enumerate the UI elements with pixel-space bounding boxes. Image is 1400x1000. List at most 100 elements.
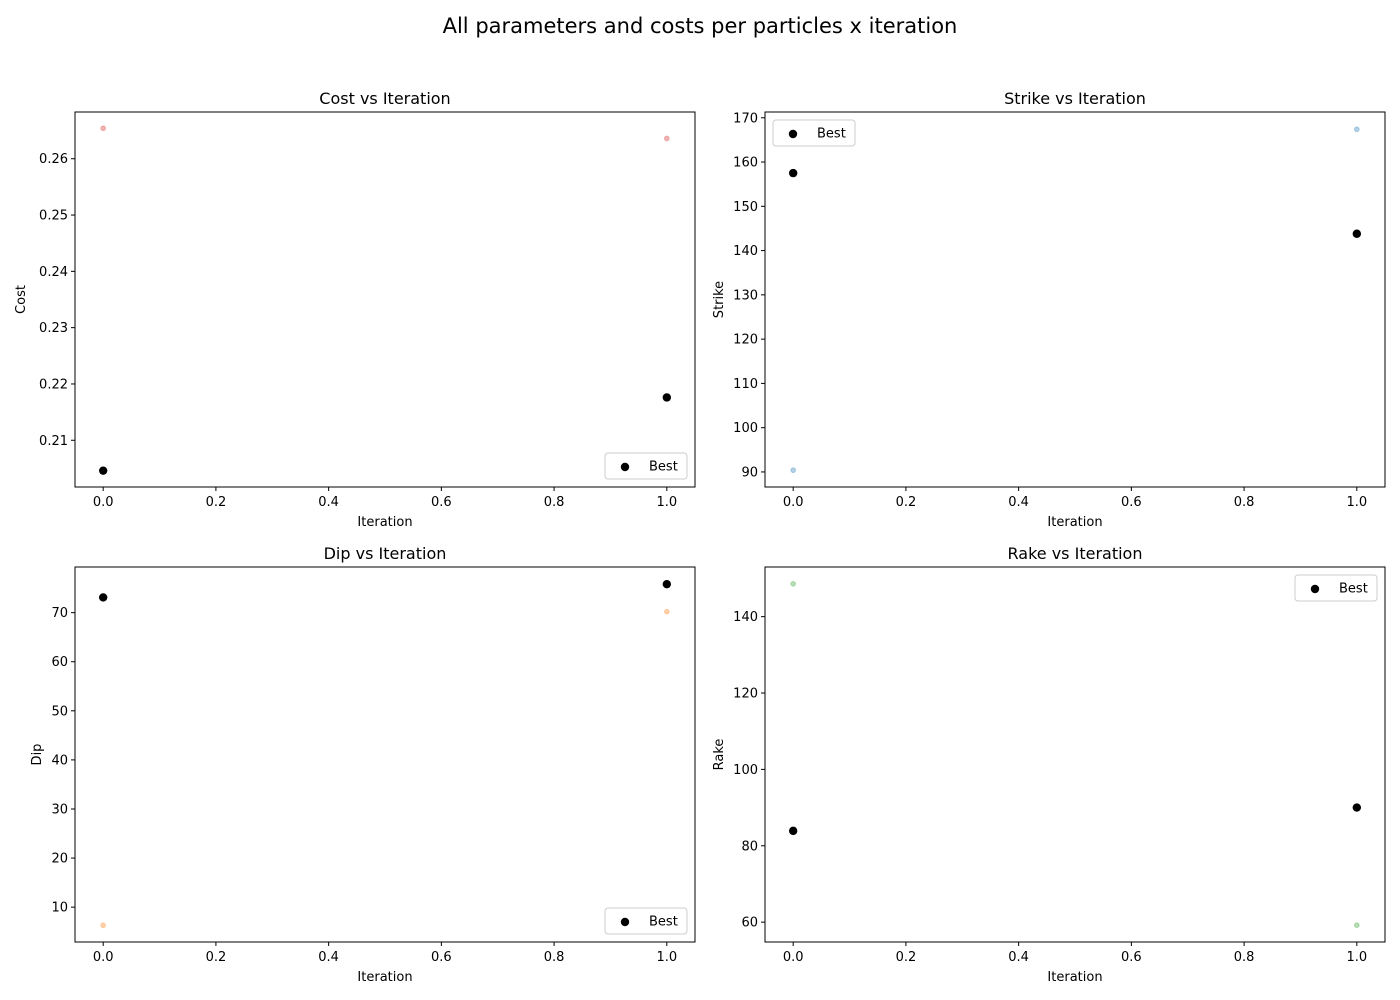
x-tick-label: 0.4 <box>318 950 339 965</box>
y-tick-label: 120 <box>733 333 758 348</box>
best-point <box>98 593 108 602</box>
best-point <box>1352 229 1362 238</box>
x-tick-label: 0.0 <box>93 495 114 510</box>
legend-marker <box>788 129 798 139</box>
legend-marker <box>1310 584 1320 594</box>
legend-box <box>1294 574 1378 602</box>
best-point <box>1352 803 1362 812</box>
y-tick-label: 140 <box>733 610 758 625</box>
x-tick-label: 0.8 <box>1234 495 1255 510</box>
y-tick-label: 10 <box>51 901 68 916</box>
particle-point <box>790 581 796 587</box>
figure-title: All parameters and costs per particles x… <box>442 14 958 38</box>
x-tick-label: 0.6 <box>431 495 452 510</box>
y-axis-label: Dip <box>30 744 45 766</box>
legend-marker <box>620 917 630 927</box>
y-tick-label: 100 <box>733 763 758 778</box>
x-tick-label: 0.2 <box>896 950 917 965</box>
subplot-title: Strike vs Iteration <box>1004 89 1146 108</box>
legend-box <box>772 119 856 147</box>
y-tick-label: 60 <box>51 655 68 670</box>
x-tick-label: 1.0 <box>1346 950 1367 965</box>
y-tick-label: 160 <box>733 156 758 171</box>
y-tick-label: 20 <box>51 852 68 867</box>
y-tick-label: 50 <box>51 704 68 719</box>
y-tick-label: 30 <box>51 802 68 817</box>
x-tick-label: 0.2 <box>206 950 227 965</box>
y-tick-label: 70 <box>51 606 68 621</box>
subplot-dip: Dip vs Iteration 0.0 0.2 0.4 0.6 0.8 1.0 10 20 30… <box>30 544 696 985</box>
x-tick-label: 0.2 <box>896 495 917 510</box>
x-tick-label: 0.4 <box>1008 950 1029 965</box>
y-tick-label: 60 <box>741 916 758 931</box>
legend: Best <box>772 119 856 147</box>
y-tick-label: 0.21 <box>39 434 68 449</box>
y-tick-label: 90 <box>741 465 758 480</box>
y-tick-label: 170 <box>733 111 758 126</box>
subplot-cost: Cost vs Iteration 0.0 0.2 0.4 0.6 0.8 1.0 0.21 0… <box>14 89 696 530</box>
x-tick-label: 0.2 <box>206 495 227 510</box>
particle-point <box>1354 922 1360 928</box>
x-tick-label: 1.0 <box>656 495 677 510</box>
x-axis-label: Iteration <box>357 970 412 985</box>
x-tick-label: 0.0 <box>783 950 804 965</box>
subplot-title: Rake vs Iteration <box>1008 544 1143 563</box>
legend-label: Best <box>649 915 678 930</box>
x-axis-label: Iteration <box>357 515 412 530</box>
y-tick-label: 130 <box>733 288 758 303</box>
y-tick-label: 0.25 <box>39 209 68 224</box>
particle-point <box>790 467 796 473</box>
y-tick-label: 0.23 <box>39 321 68 336</box>
best-point <box>98 466 108 475</box>
x-tick-label: 0.8 <box>544 495 565 510</box>
particle-point <box>100 922 106 929</box>
y-axis-label: Cost <box>14 285 29 314</box>
x-axis-label: Iteration <box>1047 970 1102 985</box>
legend-box <box>604 907 688 935</box>
legend-label: Best <box>1339 582 1368 597</box>
x-tick-label: 0.4 <box>1008 495 1029 510</box>
x-tick-label: 1.0 <box>656 950 677 965</box>
y-tick-label: 0.26 <box>39 152 68 167</box>
particle-point <box>664 608 670 615</box>
y-tick-label: 0.24 <box>39 265 68 280</box>
y-tick-label: 100 <box>733 421 758 436</box>
y-tick-label: 140 <box>733 244 758 259</box>
x-tick-label: 0.8 <box>544 950 565 965</box>
legend-label: Best <box>817 127 846 142</box>
subplot-title: Dip vs Iteration <box>324 544 447 563</box>
x-tick-label: 0.6 <box>1121 950 1142 965</box>
y-tick-label: 40 <box>51 753 68 768</box>
legend: Best <box>1294 574 1378 602</box>
best-point <box>788 826 798 836</box>
x-axis-label: Iteration <box>1047 515 1102 530</box>
x-tick-label: 0.0 <box>93 950 114 965</box>
y-tick-label: 150 <box>733 200 758 215</box>
x-tick-label: 0.4 <box>318 495 339 510</box>
best-point <box>662 579 672 589</box>
x-tick-label: 1.0 <box>1346 495 1367 510</box>
axes-frame <box>74 566 696 943</box>
legend-box <box>604 452 688 480</box>
y-axis-label: Strike <box>712 281 727 318</box>
best-point <box>788 168 798 178</box>
particle-point <box>664 135 670 142</box>
axes-frame <box>74 111 696 488</box>
y-tick-label: 0.22 <box>39 377 68 392</box>
x-tick-label: 0.6 <box>431 950 452 965</box>
subplot-rake: Rake vs Iteration 0.0 0.2 0.4 0.6 0.8 1.0 60 80 1… <box>712 544 1386 985</box>
legend: Best <box>604 907 688 935</box>
y-tick-label: 80 <box>741 839 758 854</box>
x-tick-label: 0.6 <box>1121 495 1142 510</box>
legend-label: Best <box>649 460 678 475</box>
x-tick-label: 0.8 <box>1234 950 1255 965</box>
legend: Best <box>604 452 688 480</box>
legend-marker <box>620 462 630 472</box>
best-point <box>662 393 672 402</box>
axes-frame <box>764 566 1386 943</box>
particle-point <box>100 125 106 132</box>
subplot-strike: Strike vs Iteration 0.0 0.2 0.4 0.6 0.8 1.0 90 1… <box>712 89 1386 530</box>
subplot-title: Cost vs Iteration <box>319 89 450 108</box>
